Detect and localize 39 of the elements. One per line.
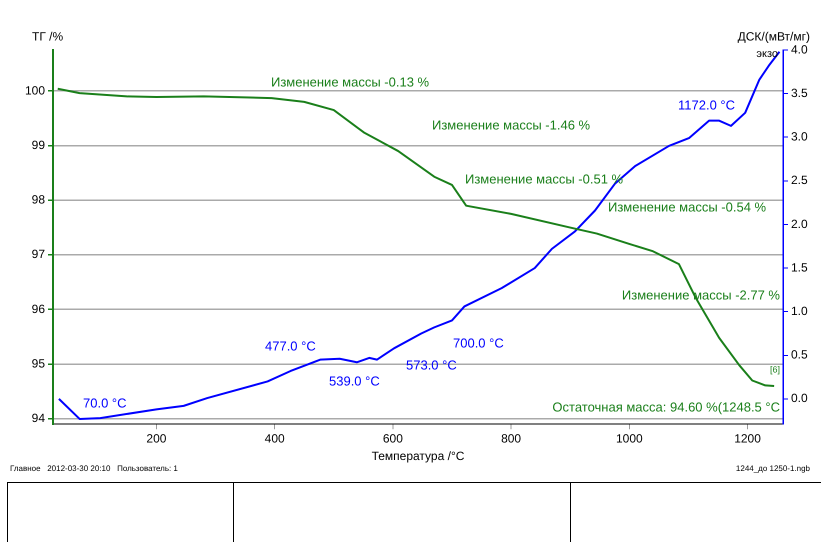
y2-tick-label: 1.0 [791, 304, 808, 318]
x-axis-title: Температура /°C [372, 449, 465, 464]
y2-tick-label: 1.5 [791, 260, 808, 274]
annotation: 700.0 °C [453, 336, 504, 351]
annotation: Изменение массы -0.54 % [608, 200, 767, 215]
y-tick-label: 97 [32, 247, 46, 262]
y2-tick-label: 0.5 [791, 348, 808, 362]
y2-axis-title: ДСК/(мВт/мг) [738, 29, 810, 44]
annotation: 70.0 °C [83, 396, 127, 411]
annotation: Изменение массы -0.13 % [271, 74, 430, 90]
y-tick-label: 96 [32, 302, 46, 316]
annotation: Остаточная масса: 94.60 %(1248.5 °C [552, 400, 780, 415]
annotation: Изменение массы -1.46 % [432, 118, 591, 133]
annotation: [6] [770, 364, 780, 374]
y2-tick-label: 3.0 [791, 130, 808, 144]
text: Главное 2012-03-30 20:10 Пользователь: 1 [10, 464, 178, 474]
y-tick-label: 94 [32, 411, 46, 426]
x-tick-label: 600 [382, 432, 404, 446]
text: 1244_до 1250-1.ngb [736, 464, 811, 474]
annotation: 539.0 °C [329, 374, 380, 389]
x-tick-label: 1200 [734, 432, 762, 446]
x-tick-label: 400 [264, 432, 285, 446]
y2-tick-label: 2.5 [791, 173, 808, 188]
annotation: 477.0 °C [265, 338, 316, 354]
y2-tick-label: 0.0 [791, 391, 808, 406]
y-axis-title: ТГ /% [32, 29, 64, 44]
y-tick-label: 98 [32, 192, 46, 207]
annotation: 573.0 °C [406, 358, 457, 373]
y-tick-label: 100 [24, 83, 46, 98]
y2-tick-label: 3.5 [791, 86, 808, 100]
x-tick-label: 800 [501, 432, 522, 446]
x-tick-label: 1000 [616, 432, 643, 446]
y2-tick-label: 2.0 [791, 216, 808, 231]
annotation: 1172.0 °C [678, 98, 735, 113]
y2-tick-label: 4.0 [791, 42, 808, 56]
x-tick-label: 200 [146, 432, 167, 446]
y-tick-label: 99 [32, 138, 46, 152]
annotation: экзо [756, 48, 778, 60]
y-tick-label: 95 [32, 356, 46, 370]
